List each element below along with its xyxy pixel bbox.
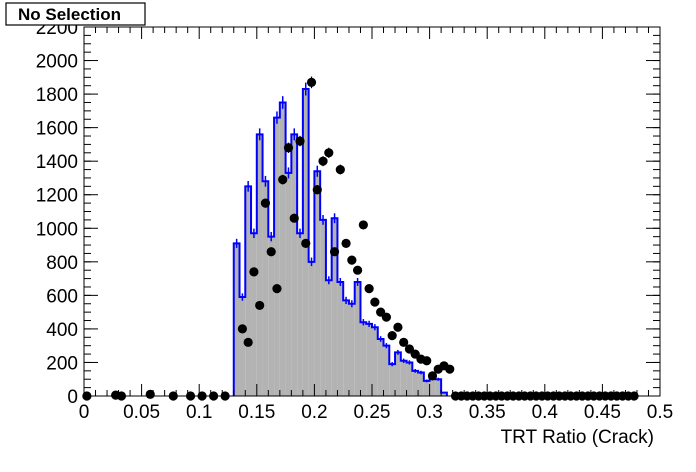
histogram-bar [406, 362, 413, 396]
histogram-bar [423, 380, 430, 396]
data-point [335, 164, 345, 175]
data-point [387, 331, 397, 341]
y-tick-label: 1800 [36, 85, 78, 106]
chart-title: No Selection [18, 5, 121, 24]
histogram-bar [256, 134, 263, 396]
data-point [445, 364, 455, 374]
data-point [370, 297, 380, 307]
data-point [381, 312, 391, 322]
data-point [422, 356, 432, 366]
data-point [353, 265, 363, 275]
x-tick-label: 0.4 [532, 402, 559, 423]
histogram-bar [435, 379, 442, 396]
histogram-bar [233, 243, 240, 396]
histogram-bar [412, 370, 419, 396]
y-tick-label: 400 [46, 320, 78, 341]
histogram-bar [314, 171, 321, 396]
data-point [312, 185, 322, 195]
x-tick-label: 0.3 [416, 402, 442, 423]
x-tick-label: 0.25 [354, 402, 391, 423]
histogram-bar [291, 134, 298, 396]
histogram-bar [279, 102, 286, 397]
x-tick-label: 0.5 [647, 402, 673, 423]
data-point [301, 238, 311, 248]
data-point [289, 213, 299, 223]
histogram-bar [429, 377, 436, 396]
histogram-bar [418, 372, 424, 396]
data-point [283, 143, 294, 153]
histogram-bar [400, 360, 407, 396]
histogram-bar [360, 322, 367, 396]
y-tick-label: 1000 [36, 219, 78, 240]
x-axis-label: TRT Ratio (Crack) [501, 427, 654, 448]
histogram-bar [239, 297, 246, 396]
histogram-bar [274, 117, 280, 396]
data-point [347, 255, 357, 265]
y-tick-label: 1600 [36, 119, 78, 140]
data-point [237, 324, 247, 334]
y-tick-label: 600 [46, 286, 78, 307]
y-tick-label: 0 [67, 387, 78, 408]
data-point [364, 284, 374, 294]
histogram-bar [297, 233, 303, 396]
data-point [341, 238, 351, 248]
histogram-bar [366, 323, 372, 396]
y-tick-label: 2000 [36, 52, 78, 73]
histogram-bar [372, 327, 378, 396]
data-point [278, 175, 288, 185]
x-tick-label: 0.2 [301, 402, 327, 423]
histogram-bar [245, 186, 252, 396]
x-tick-label: 0.05 [123, 402, 160, 423]
x-tick-label: 0 [79, 402, 90, 423]
histogram-bar [343, 300, 349, 396]
y-tick-label: 1400 [36, 152, 78, 173]
y-tick-label: 1200 [36, 186, 78, 207]
histogram-bar [337, 281, 344, 396]
histogram-bar [268, 236, 275, 396]
data-point [306, 77, 317, 87]
data-point [272, 284, 282, 294]
histogram-bar [251, 233, 257, 396]
histogram-bar [441, 392, 447, 396]
histogram-bar [354, 281, 361, 396]
x-tick-label: 0.15 [238, 402, 275, 423]
x-tick-label: 0.45 [584, 402, 621, 423]
histogram-bar [389, 364, 396, 396]
data-point [243, 337, 253, 347]
data-point [249, 267, 259, 277]
x-tick-label: 0.35 [469, 402, 506, 423]
histogram-bar [331, 218, 338, 396]
data-point [399, 337, 409, 347]
data-point [393, 322, 403, 332]
y-tick-label: 200 [46, 353, 78, 374]
data-point [255, 300, 265, 311]
histogram-bar [348, 303, 355, 396]
data-point [329, 247, 340, 257]
data-point [260, 198, 271, 208]
histogram-bar [308, 261, 315, 396]
data-point [318, 156, 328, 166]
histogram-bar [320, 219, 326, 396]
histogram-bar [377, 338, 384, 396]
title-box-background [5, 2, 146, 26]
histogram-bar [395, 352, 401, 396]
data-point [324, 148, 334, 158]
data-point [266, 247, 276, 257]
y-tick-label: 800 [46, 253, 78, 274]
histogram-bar [285, 172, 292, 396]
title-box[interactable]: No Selection [5, 2, 146, 26]
histogram-bar [383, 345, 390, 396]
data-point [427, 371, 438, 381]
data-point [358, 220, 368, 230]
data-point [295, 136, 305, 146]
data-point [145, 389, 155, 399]
x-tick-label: 0.1 [186, 402, 212, 423]
histogram-bar [262, 181, 269, 396]
histogram-layer [232, 82, 448, 397]
histogram-bar [325, 280, 332, 396]
